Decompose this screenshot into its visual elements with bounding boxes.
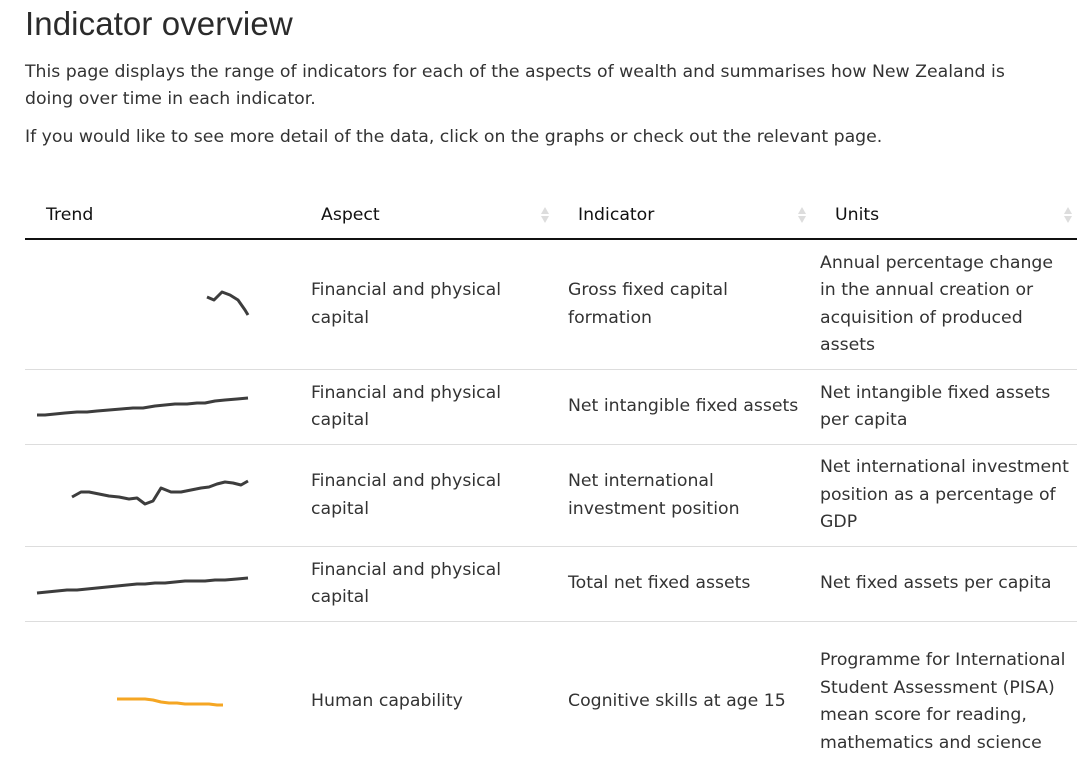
trend-line [37, 398, 248, 415]
indicator-cell: Net international investment position [554, 445, 811, 547]
table-header-row: Trend Aspect Indicator Units [25, 192, 1077, 239]
units-cell: Programme for International Student Asse… [811, 622, 1077, 782]
table-row: Human capability Cognitive skills at age… [25, 622, 1077, 782]
trend-sparkline[interactable] [25, 622, 297, 782]
units-cell: Net international investment position as… [811, 445, 1077, 547]
intro-instructions: If you would like to see more detail of … [25, 124, 1077, 151]
aspect-cell: Financial and physical capital [297, 445, 554, 547]
sparkline-chart[interactable] [25, 622, 297, 782]
column-header-units[interactable]: Units [811, 192, 1077, 239]
trend-line [72, 481, 248, 504]
column-header-trend: Trend [25, 192, 297, 239]
column-header-indicator[interactable]: Indicator [554, 192, 811, 239]
table-row: Financial and physical capital Gross fix… [25, 239, 1077, 370]
aspect-cell: Financial and physical capital [297, 370, 554, 445]
units-cell: Net intangible fixed assets per capita [811, 370, 1077, 445]
sparkline-chart[interactable] [25, 445, 297, 546]
indicator-cell: Net intangible fixed assets [554, 370, 811, 445]
indicator-cell: Cognitive skills at age 15 [554, 622, 811, 782]
sparkline-chart[interactable] [25, 547, 297, 621]
trend-line [207, 292, 248, 315]
aspect-cell: Human capability [297, 622, 554, 782]
indicator-cell: Total net fixed assets [554, 547, 811, 622]
trend-line [117, 699, 223, 705]
table-row: Financial and physical capital Total net… [25, 547, 1077, 622]
page-title: Indicator overview [25, 5, 293, 43]
units-cell: Net fixed assets per capita [811, 547, 1077, 622]
column-header-aspect[interactable]: Aspect [297, 192, 554, 239]
trend-sparkline[interactable] [25, 547, 297, 622]
table-row: Financial and physical capital Net intan… [25, 370, 1077, 445]
units-cell: Annual percentage change in the annual c… [811, 239, 1077, 370]
aspect-cell: Financial and physical capital [297, 239, 554, 370]
sort-both-icon[interactable] [797, 205, 807, 225]
sparkline-chart[interactable] [25, 370, 297, 444]
sort-both-icon[interactable] [1063, 205, 1073, 225]
trend-sparkline[interactable] [25, 239, 297, 370]
indicator-cell: Gross fixed capital formation [554, 239, 811, 370]
intro-paragraph: This page displays the range of indicato… [25, 59, 1055, 113]
table-row: Financial and physical capital Net inter… [25, 445, 1077, 547]
sparkline-chart[interactable] [25, 240, 297, 369]
sort-both-icon[interactable] [540, 205, 550, 225]
trend-sparkline[interactable] [25, 445, 297, 547]
indicator-table: Trend Aspect Indicator Units [25, 192, 1077, 782]
trend-line [37, 578, 248, 593]
trend-sparkline[interactable] [25, 370, 297, 445]
aspect-cell: Financial and physical capital [297, 547, 554, 622]
